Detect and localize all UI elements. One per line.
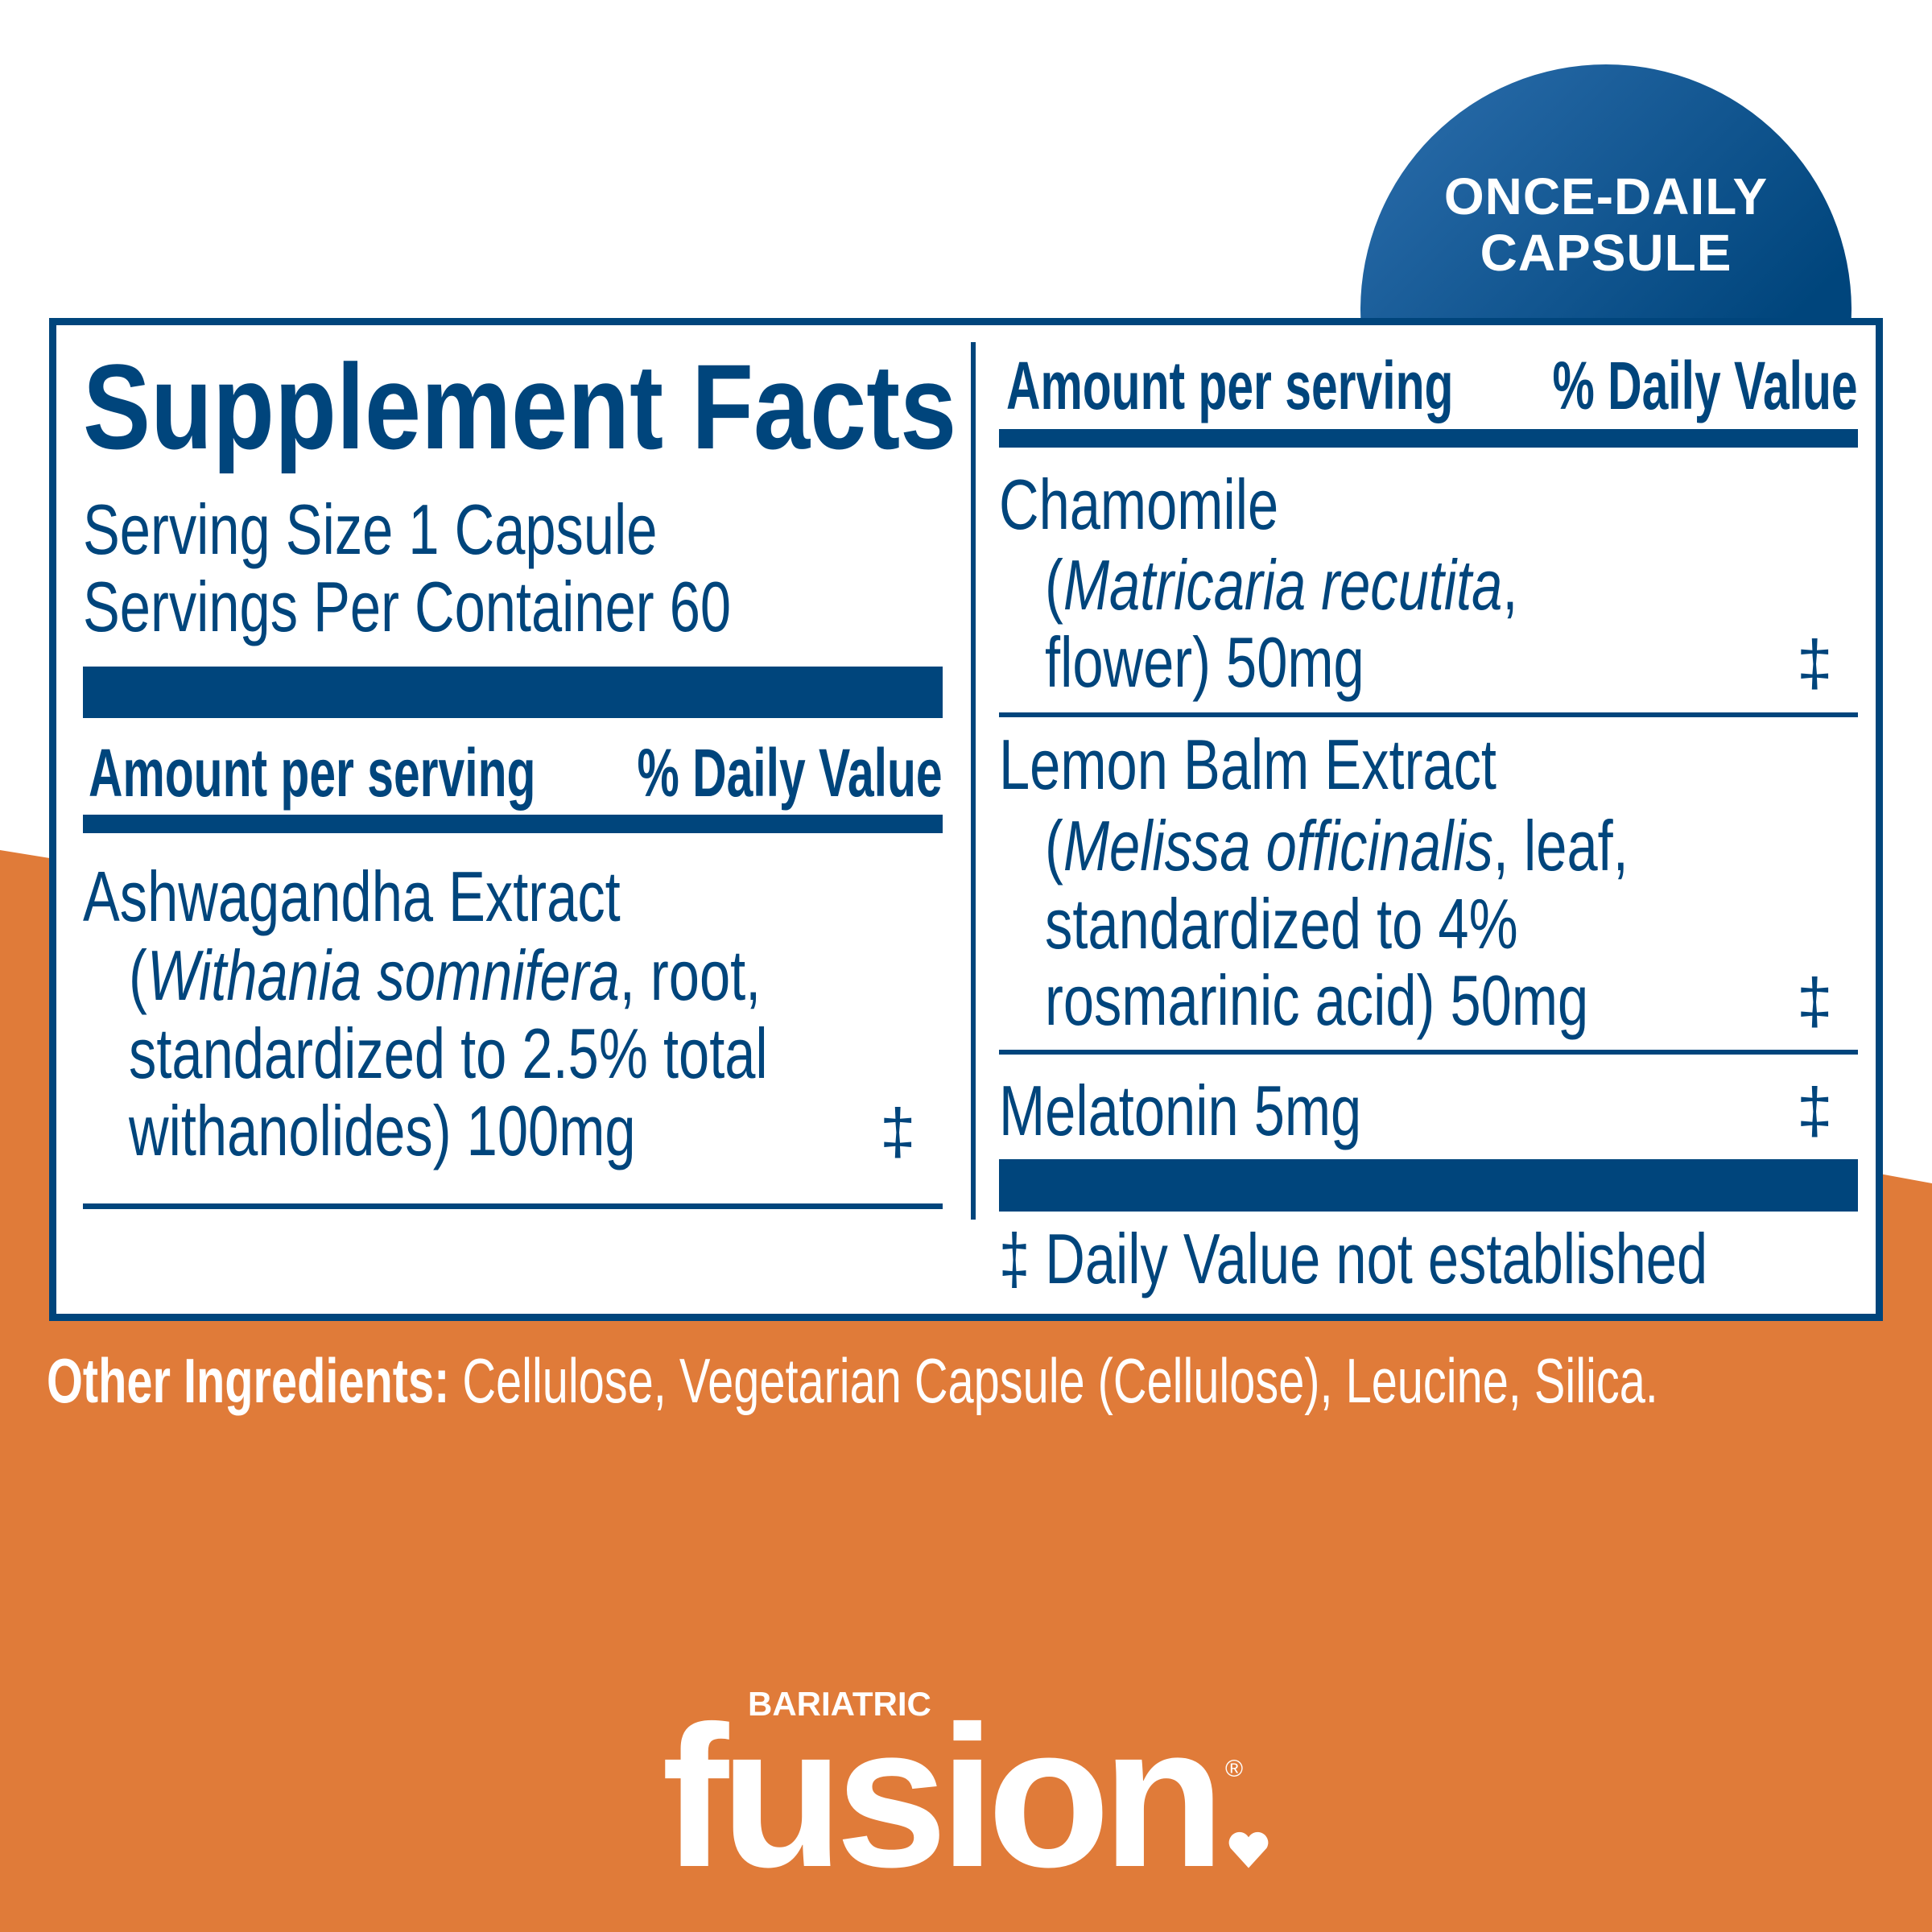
ingredient-name-chamomile: Chamomile xyxy=(999,464,1279,544)
row-divider xyxy=(999,712,1858,717)
registered-mark: ® xyxy=(1225,1756,1244,1782)
ingredient-name-ashwagandha: Ashwagandha Extract xyxy=(83,857,621,936)
ingredient-name-lemon-balm: Lemon Balm Extract xyxy=(999,724,1497,804)
latin-name: Melissa officinalis xyxy=(1063,806,1493,886)
ingredient-detail: standardized to 2.5% total xyxy=(129,1013,768,1093)
ingredient-detail: (Matricaria recutita, xyxy=(1045,550,1517,621)
thick-divider-right xyxy=(999,1159,1858,1212)
badge-line-2: CAPSULE xyxy=(1480,224,1732,282)
ingredient-amount: flower) 50mg xyxy=(1045,622,1364,702)
logo-main-text: fusion xyxy=(662,1684,1225,1909)
serving-size: Serving Size 1 Capsule xyxy=(83,489,658,569)
latin-name: Withania somnifera xyxy=(147,935,620,1015)
footnote: ‡ Daily Value not established xyxy=(999,1219,1708,1298)
ingredient-detail: (Withania somnifera, root, xyxy=(129,940,761,1011)
heart-icon xyxy=(1228,1831,1269,1868)
latin-name: Matricaria recutita xyxy=(1063,545,1503,625)
detail: , leaf, xyxy=(1492,806,1629,886)
ingredient-name-melatonin: Melatonin 5mg xyxy=(999,1071,1362,1150)
ingredient-amount: withanolides) 100mg xyxy=(129,1091,636,1170)
servings-per-container: Servings Per Container 60 xyxy=(83,567,732,646)
dagger-mark: ‡ xyxy=(1797,965,1833,1037)
badge-line-1: ONCE-DAILY xyxy=(1443,167,1769,225)
paren: ( xyxy=(129,935,147,1015)
row-divider xyxy=(999,1050,1858,1055)
header-amount-per-serving-right: Amount per serving xyxy=(1006,348,1454,423)
dagger-mark: ‡ xyxy=(880,1096,916,1167)
paren: ( xyxy=(1045,545,1063,625)
detail: , root, xyxy=(619,935,762,1015)
header-divider xyxy=(83,815,943,833)
other-ingredients-label: Other Ingredients: xyxy=(47,1345,450,1416)
dagger-mark: ‡ xyxy=(1797,1075,1833,1146)
other-ingredients: Other Ingredients: Cellulose, Vegetarian… xyxy=(47,1349,1658,1412)
dagger-mark: ‡ xyxy=(1797,627,1833,699)
ingredient-detail: standardized to 4% xyxy=(1045,884,1518,964)
header-daily-value-right: % Daily Value xyxy=(1552,348,1858,423)
detail: , xyxy=(1502,545,1518,625)
logo-small-text: BARIATRIC xyxy=(748,1685,931,1723)
ingredient-amount: rosmarinic acid) 50mg xyxy=(1045,960,1589,1040)
other-ingredients-value: Cellulose, Vegetarian Capsule (Cellulose… xyxy=(449,1345,1658,1416)
thick-divider xyxy=(83,667,943,718)
header-daily-value: % Daily Value xyxy=(637,735,943,811)
header-amount-per-serving: Amount per serving xyxy=(89,735,536,811)
paren: ( xyxy=(1045,806,1063,886)
header-divider-right xyxy=(999,429,1858,448)
column-divider xyxy=(971,342,976,1220)
row-divider xyxy=(83,1203,943,1209)
panel-title: Supplement Facts xyxy=(83,339,957,474)
ingredient-detail: (Melissa officinalis, leaf, xyxy=(1045,811,1629,881)
